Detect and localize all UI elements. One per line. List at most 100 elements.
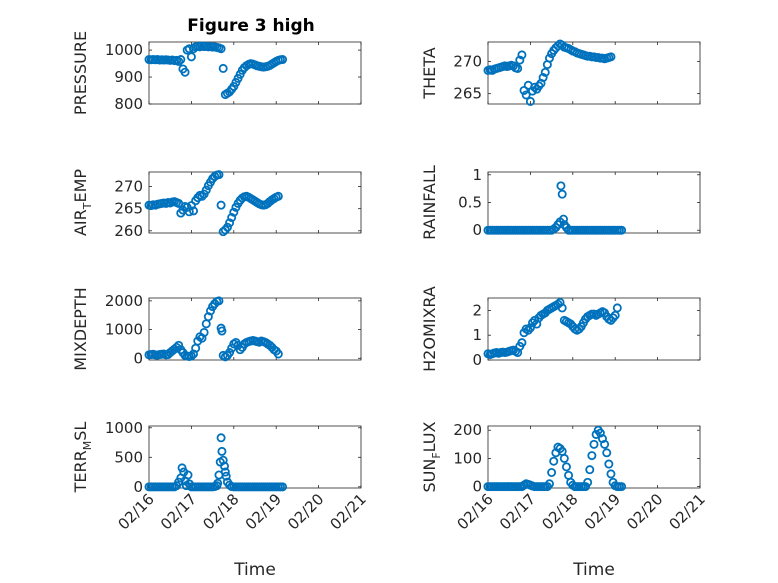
data-point (602, 448, 612, 458)
data-point (221, 471, 231, 481)
subplot-6: 0 1 2 H2OMIXRA (420, 286, 701, 372)
y-axis-label-subscript: T (81, 202, 94, 210)
data-point (214, 170, 224, 180)
data-point (225, 218, 235, 228)
data-series (144, 41, 288, 100)
data-point (216, 200, 226, 210)
data-point (587, 451, 597, 461)
data-point (606, 469, 616, 479)
data-series (483, 425, 627, 492)
data-point (555, 297, 565, 307)
data-point (604, 459, 614, 469)
y-tick-label: 1000 (105, 321, 143, 339)
y-axis-label-subscript: M (81, 441, 94, 451)
axes-frame (487, 171, 701, 234)
data-point (617, 482, 627, 492)
data-point (214, 296, 224, 306)
data-point (186, 52, 196, 62)
y-tick-label: 270 (453, 52, 482, 70)
data-point (218, 455, 228, 465)
y-tick-label: 0 (472, 351, 482, 369)
data-point (544, 479, 554, 489)
data-point (558, 214, 568, 224)
data-point (220, 467, 230, 477)
data-series (144, 170, 283, 237)
y-tick-label: 1000 (105, 419, 143, 437)
y-tick-label: 0 (133, 478, 143, 496)
data-point (519, 85, 529, 95)
y-tick-label: 260 (114, 222, 143, 240)
y-tick-label: 1000 (105, 41, 143, 59)
data-point (278, 482, 288, 492)
y-tick-label: 100 (453, 449, 482, 467)
y-axis-label-rest: EMP (71, 169, 90, 203)
y-tick-label: 0.5 (458, 194, 482, 212)
y-tick-label: 800 (114, 95, 143, 113)
data-point (557, 189, 567, 199)
data-point (561, 462, 571, 472)
data-point (229, 207, 239, 217)
data-point (174, 340, 184, 350)
data-series (483, 39, 616, 106)
data-point (525, 323, 535, 333)
y-axis-label-base: SUN (420, 459, 439, 493)
y-tick-label: 265 (114, 200, 143, 218)
data-point (530, 82, 540, 92)
data-point (216, 433, 226, 443)
data-point (199, 327, 209, 337)
y-tick-label: 200 (453, 421, 482, 439)
y-axis-label: RAINFALL (420, 165, 439, 240)
data-point (213, 478, 223, 488)
subplot-2: 265 270 THETA (420, 39, 701, 106)
y-axis-label-base: TERR (71, 450, 90, 493)
y-axis-label: PRESSURE (71, 31, 90, 115)
data-point (589, 439, 599, 449)
data-series (144, 296, 283, 362)
data-point (216, 44, 226, 54)
data-point (540, 67, 550, 77)
data-point (273, 349, 283, 359)
data-point (556, 181, 566, 191)
subplot-3: 260 265 270 AIRTEMP (71, 169, 362, 240)
y-axis-label: SUNFLUX (420, 421, 443, 492)
data-point (612, 303, 622, 313)
data-point (583, 477, 593, 487)
data-point (515, 55, 525, 65)
subplot-4: 0 0.5 1 RAINFALL (420, 165, 701, 240)
data-point (219, 461, 229, 471)
data-point (525, 96, 535, 106)
x-axis-label: Time (233, 560, 276, 580)
y-axis-label: AIRTEMP (71, 169, 94, 236)
data-point (521, 90, 531, 100)
data-point (222, 222, 232, 232)
data-point (176, 55, 186, 65)
y-tick-label: 265 (453, 85, 482, 103)
y-tick-label: 2000 (105, 292, 143, 310)
y-tick-label: 0 (472, 221, 482, 239)
data-point (201, 185, 211, 195)
data-point (549, 456, 559, 466)
data-series (483, 297, 622, 360)
data-point (197, 191, 207, 201)
data-point (186, 351, 196, 361)
y-tick-label: 2 (472, 301, 482, 319)
data-point (227, 213, 237, 223)
data-point (189, 206, 199, 216)
data-point (517, 50, 527, 60)
data-point (174, 56, 184, 66)
data-point (517, 338, 527, 348)
data-point (557, 303, 567, 313)
data-point (600, 439, 610, 449)
y-tick-label: 270 (114, 178, 143, 196)
data-series (483, 181, 627, 235)
data-point (559, 453, 569, 463)
data-point (544, 53, 554, 63)
data-point (278, 55, 288, 65)
y-tick-label: 1 (472, 166, 482, 184)
data-point (217, 446, 227, 456)
y-axis-label: THETA (420, 47, 439, 99)
data-point (235, 345, 245, 355)
data-point (218, 63, 228, 73)
subplot-1: 800 900 1000 PRESSURE (71, 31, 362, 115)
